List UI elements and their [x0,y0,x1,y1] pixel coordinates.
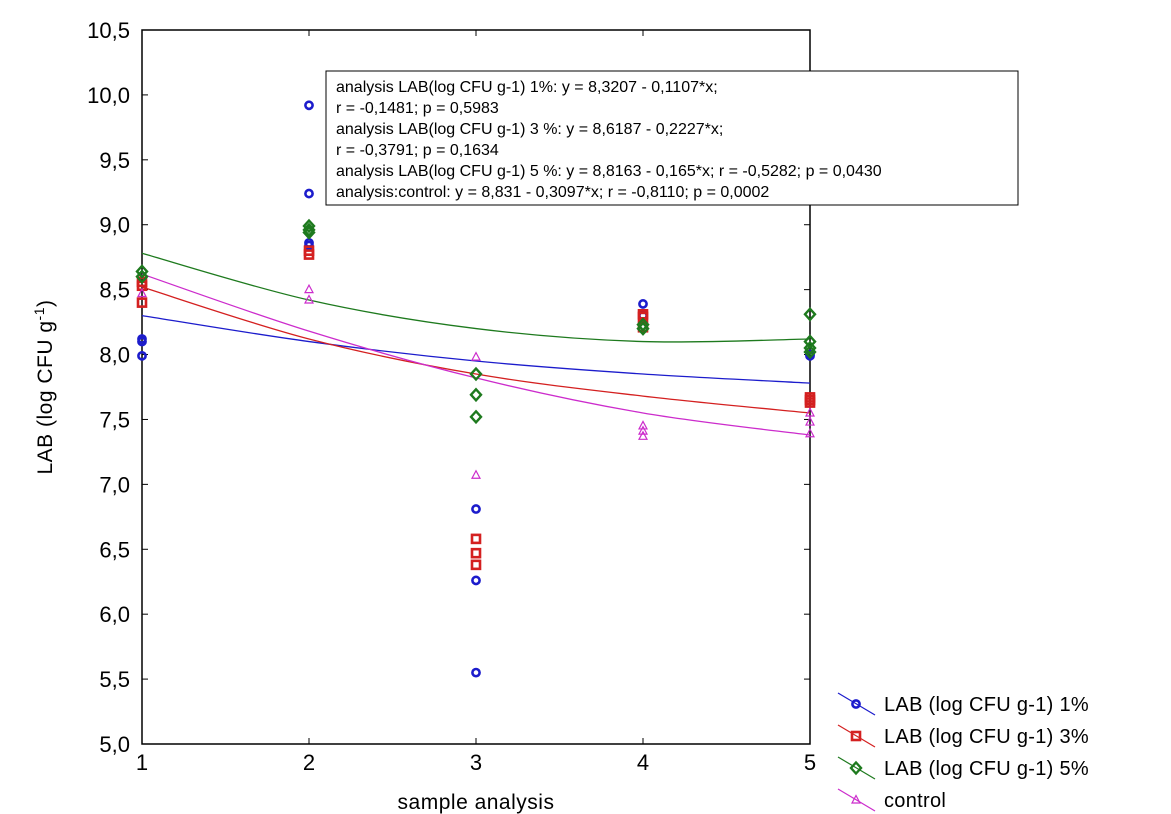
annotation-line-3: analysis LAB(log CFU g-1) 3 %: y = 8,618… [336,121,723,138]
y-tick-label: 5,0 [99,732,130,757]
data-point-series-2 [470,533,482,545]
annotation-line-5: analysis LAB(log CFU g-1) 5 %: y = 8,816… [336,163,882,180]
axis-ticks: 5,0 5,5 6,0 6,5 7,0 7,5 8,0 8,5 9,0 9,5 10,0 10,5 1 2… [87,18,816,775]
legend-label-1: LAB (log CFU g-1) 1% [884,694,1089,716]
data-point-series-2 [470,547,482,559]
legend-marker-1 [851,699,861,709]
y-tick-label: 9,5 [99,148,130,173]
data-point-series-4 [471,351,481,361]
y-tick-label: 5,5 [99,667,130,692]
legend-label-3: LAB (log CFU g-1) 5% [884,758,1089,780]
data-point-series-3 [469,387,483,403]
trend-curve-2 [141,286,811,414]
x-axis-title: sample analysis [398,791,555,814]
data-point-series-3 [135,264,149,279]
data-point-series-4 [638,430,648,440]
legend-line-1 [837,692,876,716]
legend-item-3: LAB (log CFU g-1) 5% [837,756,1089,780]
data-point-series-1 [471,575,481,586]
data-point-series-3 [302,225,316,240]
data-point-series-1 [471,504,481,514]
data-point-series-3 [469,409,483,425]
data-point-series-4 [638,425,648,435]
legend-item-2: LAB (log CFU g-1) 3% [837,724,1089,748]
data-point-series-4 [805,407,815,417]
annotation-line-1: analysis LAB(log CFU g-1) 1%: y = 8,3207… [336,79,718,96]
annotation-box [325,70,1019,206]
data-point-series-3 [636,321,650,336]
legend-marker-4 [851,794,861,804]
data-point-series-4 [638,420,648,430]
legend-item-1: LAB (log CFU g-1) 1% [837,692,1089,716]
legend-label-4: control [884,790,946,812]
legend-symbol-2 [837,724,876,748]
y-tick-label: 9,0 [99,213,130,238]
legend-marker-3 [849,760,863,776]
y-tick-label: 10,5 [87,18,130,43]
data-point-series-1 [471,667,481,678]
y-axis-title-end: ) [34,299,57,307]
data-point-series-4 [805,416,815,426]
y-tick-label: 7,5 [99,407,130,432]
legend-line-3 [837,756,876,780]
data-point-series-4 [805,427,815,438]
x-tick-label: 2 [303,750,315,775]
data-point-series-3 [636,317,650,332]
y-tick-label: 8,5 [99,278,130,303]
legend-label-2: LAB (log CFU g-1) 3% [884,726,1089,748]
y-axis-title-superscript: -1 [31,307,47,320]
data-point-series-3 [135,269,149,284]
data-point-series-1 [137,336,147,347]
y-tick-label: 7,0 [99,472,130,497]
x-tick-label: 4 [637,750,649,775]
annotation-line-6: analysis:control: y = 8,831 - 0,3097*x; … [336,184,769,201]
y-tick-label: 6,5 [99,537,130,562]
x-tick-label: 3 [470,750,482,775]
data-point-series-1 [304,188,314,199]
data-point-series-3 [469,366,483,382]
data-point-series-2 [303,249,315,260]
data-point-series-3 [302,218,316,234]
data-point-series-1 [638,299,648,309]
y-tick-label: 10,0 [87,83,130,108]
y-axis-title-main: LAB (log CFU g [34,320,57,474]
legend-symbol-3 [837,756,876,780]
data-point-series-2 [136,297,148,308]
y-tick-label: 6,0 [99,602,130,627]
data-point-series-4 [304,294,314,304]
data-point-series-2 [804,397,816,408]
data-points [135,100,817,678]
data-point-series-3 [803,340,817,356]
data-point-series-3 [803,307,817,322]
data-point-series-1 [304,100,314,111]
trend-curve-1 [141,314,811,384]
data-point-series-3 [302,222,316,238]
y-axis-title: LAB (log CFU g-1) [31,299,57,474]
data-point-series-4 [471,469,481,479]
x-tick-label: 5 [804,750,816,775]
legend-marker-2 [850,730,862,742]
x-tick-label: 1 [136,750,148,775]
data-point-series-4 [137,287,147,298]
data-point-series-2 [470,559,482,571]
regression-annotation: analysis LAB(log CFU g-1) 1%: y = 8,3207… [325,70,1019,206]
legend: LAB (log CFU g-1) 1% LAB (log CFU g-1) 3… [837,692,1089,812]
y-tick-label: 8,0 [99,343,130,368]
annotation-line-4: r = -0,3791; p = 0,1634 [336,142,499,159]
data-point-series-1 [137,350,147,361]
legend-line-4 [837,788,876,812]
legend-symbol-4 [837,788,876,812]
data-point-series-3 [803,344,817,360]
trend-curve-3 [141,252,811,343]
annotation-line-2: r = -0,1481; p = 0,5983 [336,100,499,117]
data-point-series-4 [304,283,314,294]
legend-symbol-1 [837,692,876,716]
legend-line-2 [837,724,876,748]
legend-item-4: control [837,788,946,812]
